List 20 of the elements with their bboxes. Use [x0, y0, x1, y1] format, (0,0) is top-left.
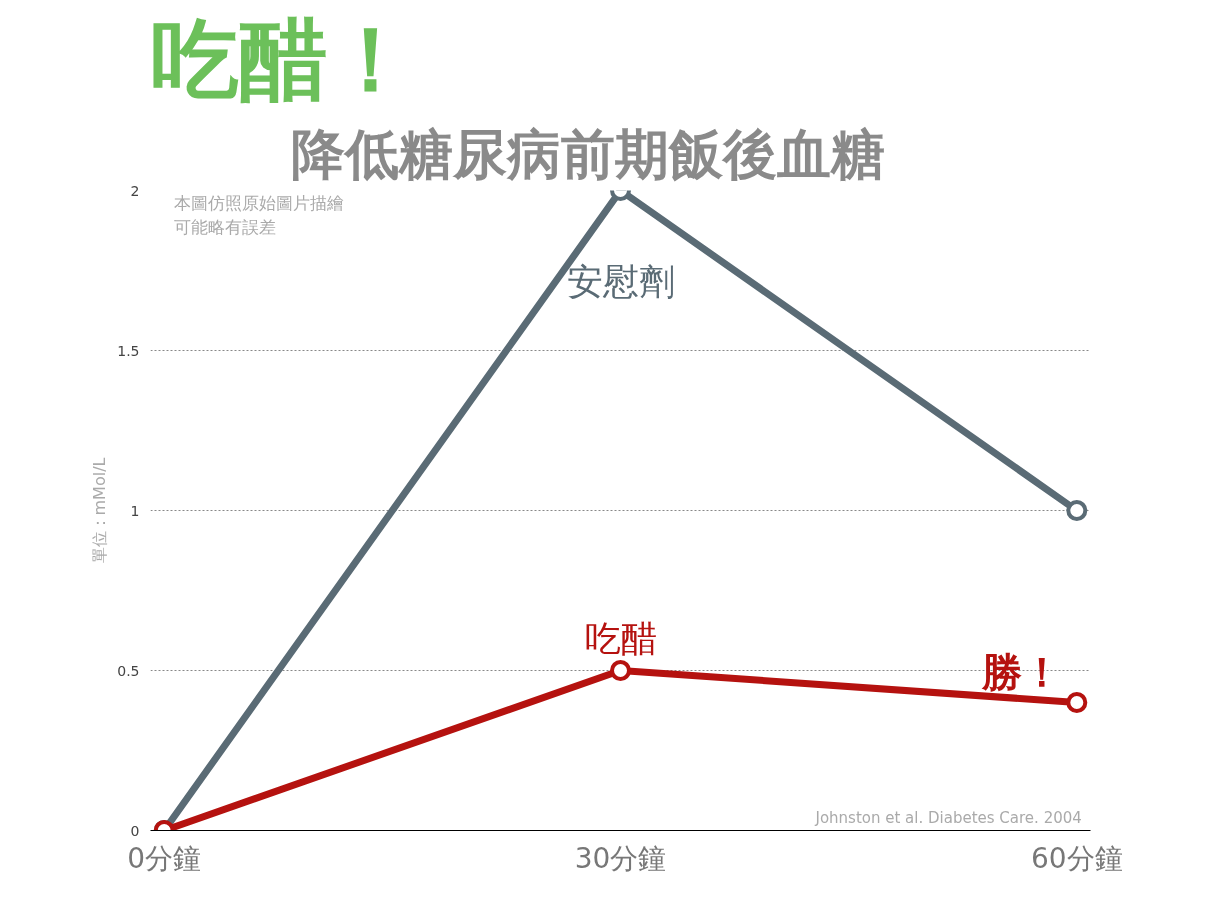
series-label: 安慰劑: [566, 260, 675, 302]
annotation: Johnston et al. Diabetes Care. 2004: [814, 808, 1082, 827]
x-tick-label: 60分鐘: [1031, 841, 1123, 875]
chart-title: 吃醋！: [150, 7, 415, 111]
annotation: 可能略有誤差: [174, 216, 277, 237]
annotation: 勝！: [980, 648, 1062, 695]
x-tick-label: 0分鐘: [127, 841, 202, 875]
y-tick-label: 1: [130, 502, 140, 519]
y-tick-label: 0.5: [117, 662, 140, 679]
y-tick-label: 0: [130, 822, 140, 839]
y-tick-label: 2: [130, 182, 140, 199]
point: [1066, 692, 1088, 713]
series-label: 吃醋: [584, 617, 657, 659]
chart-subtitle: 降低糖尿病前期飯後血糖: [290, 122, 885, 186]
y-axis-title: 單位：mMol/L: [90, 457, 110, 564]
point: [610, 660, 631, 681]
annotation: 本圖仿照原始圖片描繪: [174, 192, 345, 213]
point: [1066, 500, 1088, 521]
x-tick-label: 30分鐘: [574, 841, 667, 875]
y-tick-label: 1.5: [117, 342, 140, 359]
